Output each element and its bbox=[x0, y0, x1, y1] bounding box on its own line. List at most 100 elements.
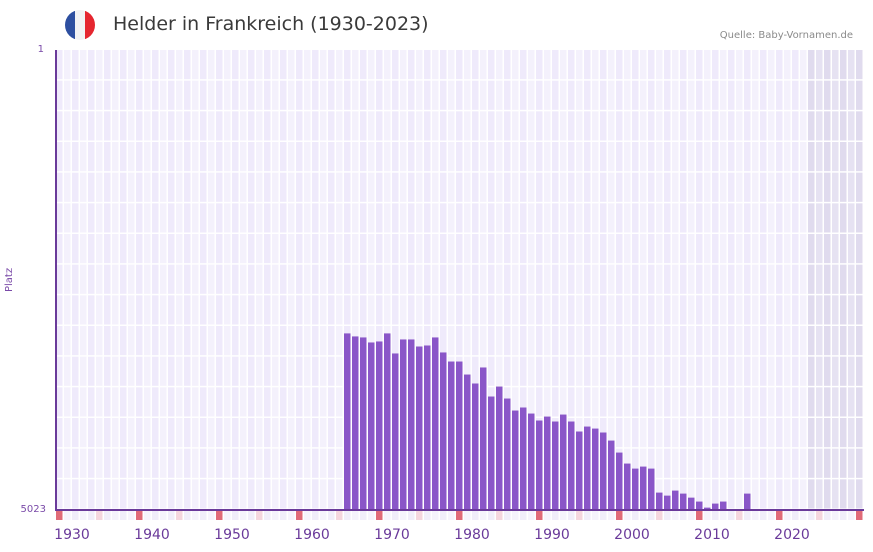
grid-cell bbox=[264, 80, 271, 110]
grid-cell bbox=[256, 111, 263, 141]
grid-cell bbox=[296, 295, 303, 325]
grid-cell bbox=[784, 448, 791, 478]
grid-cell bbox=[608, 418, 615, 448]
grid-cell bbox=[816, 111, 823, 141]
grid-cell bbox=[96, 356, 103, 386]
grid-cell bbox=[456, 264, 463, 294]
grid-cell bbox=[656, 142, 663, 172]
grid-cell bbox=[768, 50, 775, 80]
grid-cell bbox=[152, 356, 159, 386]
year-marker-1995 bbox=[592, 511, 599, 520]
year-marker-1991 bbox=[560, 511, 567, 520]
grid-cell bbox=[816, 448, 823, 478]
grid-cell bbox=[800, 356, 807, 386]
grid-cell bbox=[280, 203, 287, 233]
year-marker-1984 bbox=[504, 511, 511, 520]
grid-cell bbox=[600, 111, 607, 141]
grid-cell bbox=[304, 295, 311, 325]
grid-cell bbox=[200, 295, 207, 325]
grid-cell bbox=[376, 142, 383, 172]
grid-cell bbox=[128, 448, 135, 478]
grid-cell bbox=[792, 264, 799, 294]
grid-cell bbox=[352, 172, 359, 202]
grid-cell bbox=[496, 234, 503, 264]
year-marker-2005 bbox=[672, 511, 679, 520]
grid-cell bbox=[624, 80, 631, 110]
year-marker-1970 bbox=[392, 511, 399, 520]
grid-cell bbox=[768, 356, 775, 386]
grid-cell bbox=[808, 326, 815, 356]
grid-cell bbox=[208, 326, 215, 356]
grid-cell bbox=[360, 50, 367, 80]
year-marker-1940 bbox=[152, 511, 159, 520]
grid-cell bbox=[552, 80, 559, 110]
grid-cell bbox=[384, 50, 391, 80]
grid-cell bbox=[600, 50, 607, 80]
year-marker-1962 bbox=[328, 511, 335, 520]
grid-cell bbox=[72, 448, 79, 478]
bar-1973 bbox=[416, 346, 423, 510]
year-marker-1986 bbox=[520, 511, 527, 520]
grid-cell bbox=[672, 111, 679, 141]
grid-cell bbox=[704, 172, 711, 202]
grid-cell bbox=[192, 264, 199, 294]
grid-cell bbox=[96, 264, 103, 294]
year-marker-1979 bbox=[464, 511, 471, 520]
grid-cell bbox=[64, 80, 71, 110]
grid-cell bbox=[152, 264, 159, 294]
grid-cell bbox=[224, 448, 231, 478]
grid-cell bbox=[264, 448, 271, 478]
grid-cell bbox=[552, 203, 559, 233]
grid-cell bbox=[832, 418, 839, 448]
grid-cell bbox=[616, 234, 623, 264]
grid-cell bbox=[272, 264, 279, 294]
grid-cell bbox=[840, 234, 847, 264]
grid-cell bbox=[440, 264, 447, 294]
grid-cell bbox=[416, 203, 423, 233]
grid-cell bbox=[840, 418, 847, 448]
flag-white bbox=[75, 10, 85, 40]
grid-cell bbox=[280, 356, 287, 386]
grid-cell bbox=[208, 418, 215, 448]
grid-cell bbox=[712, 448, 719, 478]
grid-cell bbox=[808, 234, 815, 264]
grid-cell bbox=[312, 326, 319, 356]
grid-cell bbox=[152, 234, 159, 264]
grid-cell bbox=[760, 111, 767, 141]
x-axis-line bbox=[55, 509, 864, 511]
source-link[interactable]: Quelle: Baby-Vornamen.de bbox=[719, 30, 853, 41]
grid-cell bbox=[256, 295, 263, 325]
grid-cell bbox=[832, 326, 839, 356]
grid-cell bbox=[824, 326, 831, 356]
year-marker-2024 bbox=[824, 511, 831, 520]
grid-cell bbox=[824, 295, 831, 325]
grid-cell bbox=[824, 142, 831, 172]
grid-cell bbox=[752, 479, 759, 509]
grid-cell bbox=[352, 203, 359, 233]
grid-cell bbox=[640, 295, 647, 325]
grid-cell bbox=[176, 111, 183, 141]
grid-cell bbox=[776, 80, 783, 110]
grid-cell bbox=[840, 50, 847, 80]
grid-cell bbox=[168, 295, 175, 325]
grid-cell bbox=[752, 50, 759, 80]
year-marker-1983 bbox=[496, 511, 503, 520]
year-marker-1933 bbox=[96, 511, 103, 520]
grid-cell bbox=[776, 203, 783, 233]
grid-cell bbox=[104, 356, 111, 386]
bar-1978 bbox=[456, 361, 463, 510]
grid-cell bbox=[704, 142, 711, 172]
year-marker-1965 bbox=[352, 511, 359, 520]
grid-cell bbox=[312, 356, 319, 386]
grid-cell bbox=[320, 479, 327, 509]
grid-cell bbox=[184, 142, 191, 172]
grid-cell bbox=[832, 234, 839, 264]
grid-cell bbox=[800, 234, 807, 264]
grid-cell bbox=[752, 356, 759, 386]
grid-cell bbox=[272, 479, 279, 509]
year-marker-1969 bbox=[384, 511, 391, 520]
grid-cell bbox=[520, 203, 527, 233]
year-marker-1994 bbox=[584, 511, 591, 520]
grid-cell bbox=[624, 448, 631, 478]
grid-cell bbox=[416, 172, 423, 202]
